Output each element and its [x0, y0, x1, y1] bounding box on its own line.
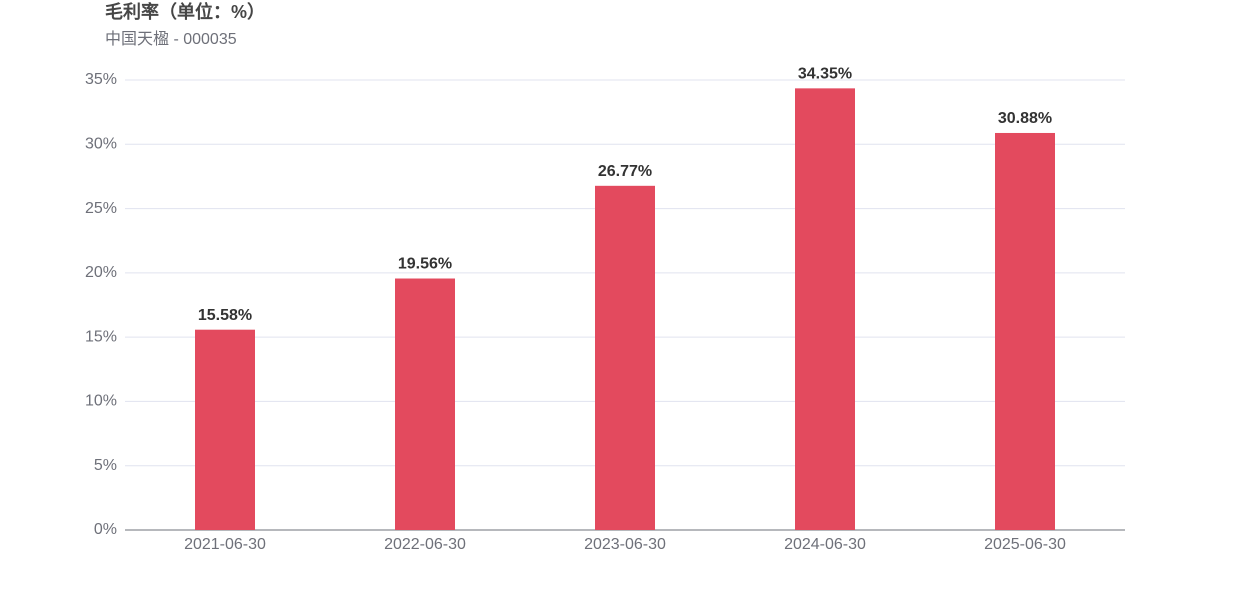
x-tick-label: 2024-06-30 [784, 536, 866, 553]
y-tick-label: 0% [94, 521, 117, 538]
x-tick-label: 2025-06-30 [984, 536, 1066, 553]
y-tick-label: 15% [85, 328, 117, 345]
data-label: 19.56% [398, 256, 452, 273]
bar [395, 278, 455, 530]
x-tick-label: 2023-06-30 [584, 536, 666, 553]
chart-title: 毛利率（单位：%） [105, 1, 265, 22]
bar [595, 185, 655, 531]
data-label: 34.35% [798, 66, 852, 83]
y-tick-label: 20% [85, 264, 117, 281]
bar [195, 329, 255, 530]
y-tick-label: 25% [85, 200, 117, 217]
x-tick-label: 2021-06-30 [184, 536, 266, 553]
data-label: 30.88% [998, 110, 1052, 127]
y-tick-label: 5% [94, 457, 117, 474]
x-tick-label: 2022-06-30 [384, 536, 466, 553]
bar [995, 132, 1055, 530]
y-tick-label: 30% [85, 136, 117, 153]
chart-subtitle: 中国天楹 - 000035 [105, 30, 237, 48]
y-tick-label: 35% [85, 71, 117, 88]
data-label: 15.58% [198, 307, 252, 324]
y-tick-label: 10% [85, 393, 117, 410]
data-label: 26.77% [598, 163, 652, 180]
bar [795, 88, 855, 530]
